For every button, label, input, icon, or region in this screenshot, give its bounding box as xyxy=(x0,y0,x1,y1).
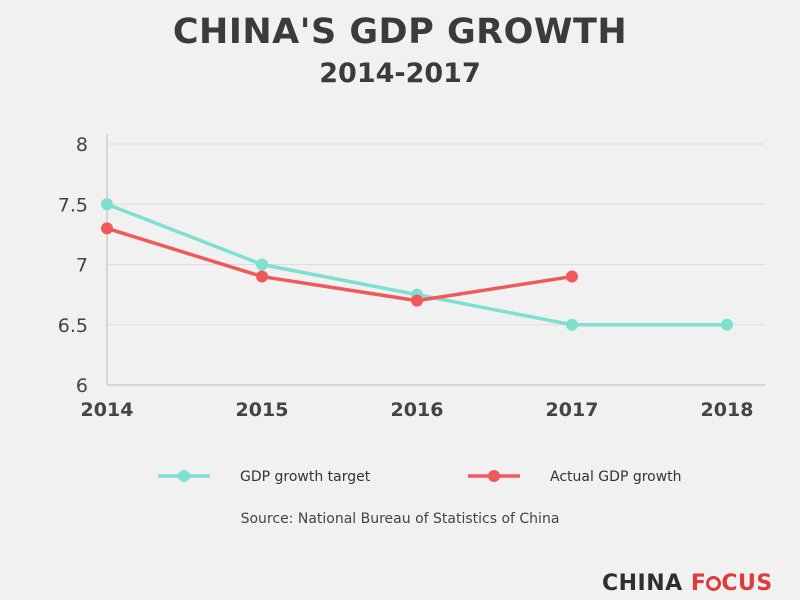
y-tick-label: 6.5 xyxy=(58,315,88,337)
x-tick-label: 2015 xyxy=(236,399,289,421)
china-focus-logo: CHINA F CUS xyxy=(602,571,773,596)
chart-subtitle: 2014-2017 xyxy=(319,58,481,89)
legend-label: GDP growth target xyxy=(240,469,371,485)
legend-marker xyxy=(488,470,500,482)
data-point xyxy=(566,270,578,283)
x-tick-label: 2018 xyxy=(701,399,754,421)
logo-china: CHINA xyxy=(602,571,683,596)
data-point xyxy=(566,318,578,331)
data-point xyxy=(721,318,733,331)
x-tick-label: 2014 xyxy=(81,399,134,421)
data-point xyxy=(411,294,423,307)
series-line-actual xyxy=(106,226,573,303)
source-note: Source: National Bureau of Statistics of… xyxy=(240,511,560,527)
data-point xyxy=(256,270,268,283)
legend-label: Actual GDP growth xyxy=(550,469,682,485)
y-tick-label: 6 xyxy=(76,375,88,397)
logo-focus: F CUS xyxy=(690,571,773,596)
y-tick-label: 8 xyxy=(76,134,88,156)
chart-title: CHINA'S GDP GROWTH xyxy=(172,12,628,52)
x-tick-label: 2017 xyxy=(546,399,599,421)
legend-marker xyxy=(178,470,190,482)
data-point xyxy=(101,222,113,235)
data-point xyxy=(101,198,113,211)
y-tick-label: 7.5 xyxy=(58,194,88,216)
x-tick-label: 2016 xyxy=(391,399,444,421)
y-tick-label: 7 xyxy=(76,255,88,277)
data-point xyxy=(256,258,268,271)
